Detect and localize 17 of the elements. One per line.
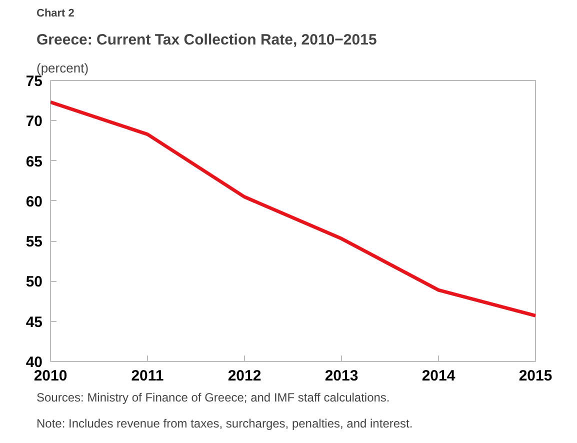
- line-series: [50, 100, 536, 318]
- x-tick-label: 2014: [422, 368, 456, 384]
- chart-subtitle: Chart 2: [36, 8, 74, 20]
- y-tick-label: 65: [26, 153, 43, 170]
- chart-title: Greece: Current Tax Collection Rate, 2010−2015: [36, 32, 377, 48]
- y-tick-label: 55: [26, 234, 43, 251]
- y-tick-label: 60: [26, 193, 43, 210]
- x-tick-label: 2011: [131, 368, 164, 384]
- y-tick-label: 45: [26, 314, 43, 331]
- text: Note: Includes revenue from taxes, surcharges, penalties, and interest.: [36, 416, 413, 430]
- x-tick-label: 2012: [228, 368, 262, 384]
- source-note: Sources: Ministry of Finance of Greece; and IMF staff calculations.: [36, 390, 390, 404]
- y-tick-label: 50: [26, 274, 43, 291]
- y-tick-label: 70: [26, 113, 43, 130]
- y-axis-title: (percent): [36, 60, 89, 76]
- x-tick-label: 2013: [324, 368, 358, 384]
- x-tick-label: 2015: [518, 368, 552, 384]
